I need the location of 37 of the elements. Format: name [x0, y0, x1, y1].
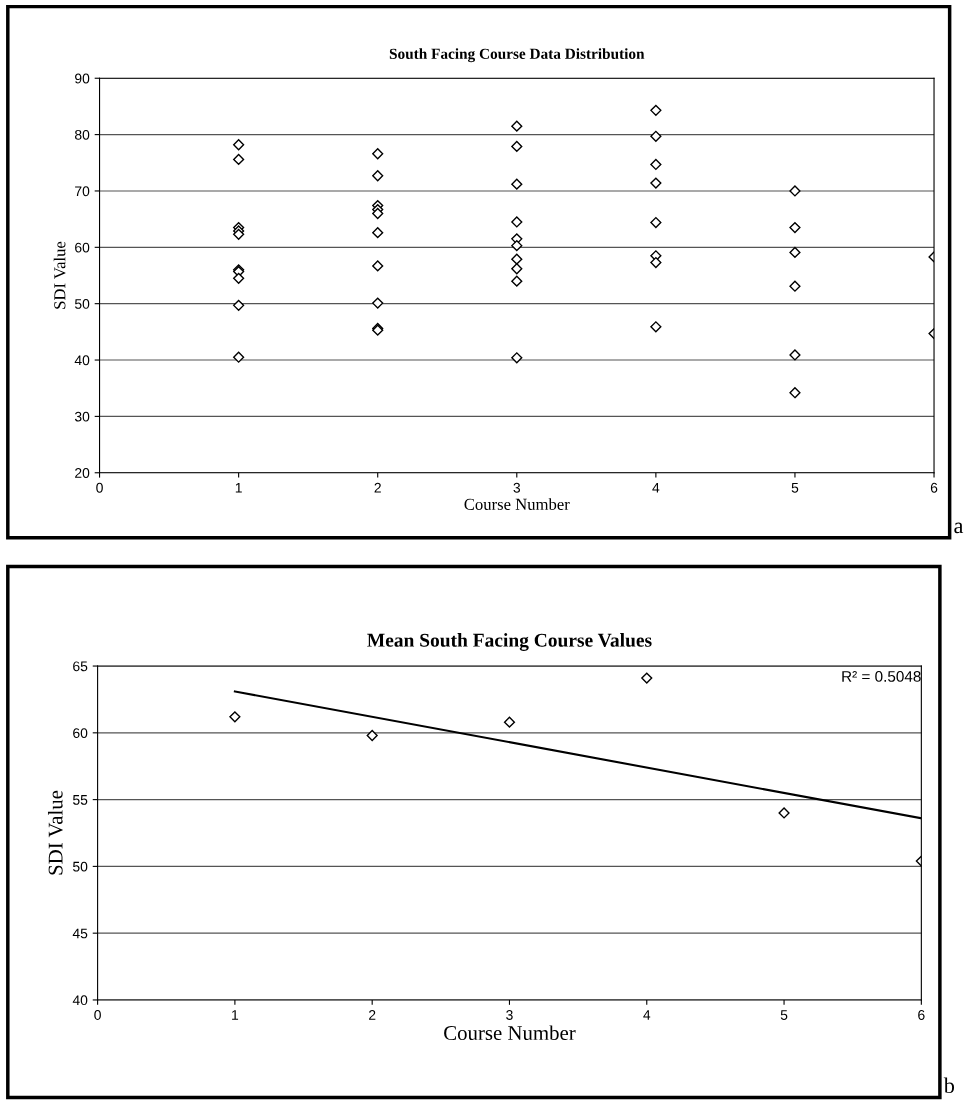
annotation: R² = 0.5048 [842, 671, 921, 682]
y-tick-label: 50 [74, 299, 90, 309]
x-tick-label: 4 [652, 482, 660, 493]
x-axis-title: Course Number [464, 498, 570, 510]
x-tick-label: 4 [643, 1010, 651, 1020]
y-tick-label: 20 [75, 468, 90, 478]
y-tick-label: 45 [72, 928, 88, 939]
x-tick-label: 3 [506, 1010, 513, 1020]
y-tick-label: 60 [75, 242, 90, 253]
y-tick-label: 60 [73, 728, 88, 738]
y-tick-label: 55 [72, 795, 88, 805]
y-tick-label: 30 [74, 411, 90, 422]
x-tick-label: 1 [232, 1010, 239, 1020]
x-tick-label: 0 [94, 1010, 101, 1020]
x-tick-label: 2 [369, 1010, 376, 1020]
x-tick-label: 0 [96, 482, 103, 493]
text: b [943, 1077, 955, 1094]
x-tick-label: 2 [374, 482, 381, 493]
y-tick-label: 80 [74, 129, 90, 140]
y-tick-label: 40 [72, 995, 88, 1006]
x-tick-label: 1 [235, 482, 242, 493]
x-axis-title: Course Number [444, 1025, 576, 1041]
y-tick-label: 50 [72, 861, 88, 872]
x-tick-label: 3 [513, 482, 521, 493]
y-tick-label: 70 [75, 186, 90, 197]
x-tick-label: 5 [780, 1010, 788, 1020]
text: a [954, 522, 964, 534]
y-tick-label: 40 [74, 355, 90, 366]
y-axis-title: SDI Value [47, 790, 63, 875]
x-tick-label: 6 [918, 1010, 925, 1020]
y-tick-label: 90 [75, 73, 90, 84]
chart-title: South Facing Course Data Distribution [389, 48, 645, 63]
y-axis-title: SDI Value [53, 241, 66, 309]
y-tick-label: 65 [73, 661, 88, 672]
x-tick-label: 6 [930, 482, 938, 493]
chart-title: Mean South Facing Course Values [367, 633, 652, 651]
x-tick-label: 5 [791, 482, 799, 493]
